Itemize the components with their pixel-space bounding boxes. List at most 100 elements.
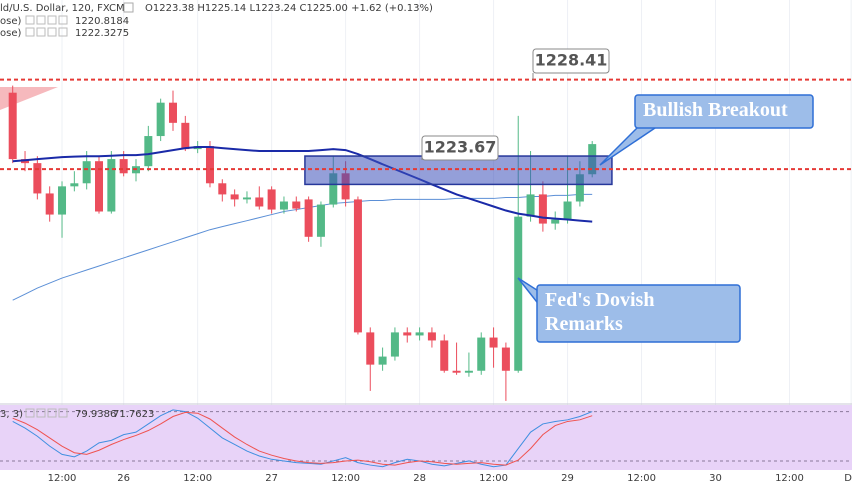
icon xyxy=(25,408,35,418)
icon xyxy=(36,27,46,37)
x-tick-label: 12:00 xyxy=(627,473,656,484)
annotations: 1228.41 1223.67 Bullish Breakout Fed's Dovi… xyxy=(0,48,852,343)
callout-text: Remarks xyxy=(545,313,623,335)
candle-body xyxy=(514,216,523,371)
icon xyxy=(47,15,57,25)
candle-body xyxy=(181,122,190,150)
candle-body xyxy=(477,337,486,371)
candle-body xyxy=(501,347,510,371)
candle-body xyxy=(341,173,350,200)
icon xyxy=(36,408,46,418)
candle-body xyxy=(353,199,362,333)
candle-body xyxy=(82,161,91,184)
candle-body xyxy=(255,197,264,207)
x-tick-label: 12:00 xyxy=(331,473,360,484)
candle-body xyxy=(415,332,424,336)
icon xyxy=(58,15,68,25)
moving-average xyxy=(12,193,593,301)
candle-body xyxy=(107,159,116,212)
candle-body xyxy=(144,136,153,167)
price-label: 1223.67 xyxy=(424,138,497,157)
legend: ld/U.S. Dollar, 120, FXCM O1223.38 H1225… xyxy=(0,2,433,420)
stoch-lines xyxy=(12,409,593,468)
ma-value: 1220.8184 xyxy=(75,16,129,27)
ma-value: 1222.3275 xyxy=(75,28,129,39)
icon xyxy=(58,27,68,37)
candle-body xyxy=(218,183,227,195)
candle-body xyxy=(316,204,325,237)
label-box xyxy=(421,135,499,161)
candle-body xyxy=(119,159,128,174)
stoch-line xyxy=(12,409,593,468)
candle-body xyxy=(366,332,375,365)
candle-body xyxy=(563,201,572,220)
candle-body xyxy=(230,194,239,200)
stoch-line xyxy=(12,411,593,466)
candle-body xyxy=(95,161,104,212)
x-tick-label: 12:00 xyxy=(183,473,212,484)
candle-body xyxy=(70,183,79,187)
ma-name: ose) xyxy=(0,28,21,39)
icon xyxy=(58,408,68,418)
callout-pointer xyxy=(599,124,657,166)
candle-body xyxy=(452,370,461,373)
candle-body xyxy=(489,337,498,348)
icon xyxy=(25,27,35,37)
x-tick-label: 29 xyxy=(561,473,574,484)
candle-body xyxy=(156,102,165,137)
label-box xyxy=(532,48,610,74)
x-tick-label: 26 xyxy=(117,473,130,484)
candle-body xyxy=(538,194,547,224)
callout xyxy=(634,94,814,129)
stoch-name: 3, 3) xyxy=(0,409,23,420)
callout-text: Bullish Breakout xyxy=(643,99,788,121)
icon xyxy=(36,15,46,25)
ma-name: ose) xyxy=(0,16,21,27)
candle-body xyxy=(242,197,251,200)
candle-body xyxy=(403,332,412,336)
candle-body xyxy=(168,102,177,123)
candle-body xyxy=(33,163,42,194)
x-tick-label: 30 xyxy=(709,473,722,484)
callout-text: Fed's Dovish xyxy=(545,289,654,311)
candle-body xyxy=(427,332,436,341)
icon xyxy=(123,2,134,13)
icon xyxy=(25,15,35,25)
stoch-value: 71.7623 xyxy=(113,409,154,420)
candle-body xyxy=(58,186,67,215)
candle-body xyxy=(329,173,338,205)
candle-body xyxy=(267,189,276,210)
x-tick-label: 28 xyxy=(413,473,426,484)
price-label: 1228.41 xyxy=(535,51,608,70)
stochastic-pane xyxy=(0,403,852,470)
x-tick-label: 12:00 xyxy=(479,473,508,484)
candle-body xyxy=(292,201,301,209)
candle-body xyxy=(464,370,473,373)
grid: 12:00 26 12:00 27 12:00 28 12:00 29 12:00 30 12:00… xyxy=(48,0,852,484)
symbol: ld/U.S. Dollar, 120, FXCM xyxy=(0,3,125,14)
icon xyxy=(47,27,57,37)
candle-body xyxy=(8,92,17,160)
candle-body xyxy=(279,201,288,210)
ohlc: O1223.38 H1225.14 L1223.24 C1225.00 +1.6… xyxy=(145,3,433,14)
candle-body xyxy=(575,174,584,202)
candle-body xyxy=(551,219,560,224)
callout xyxy=(536,284,741,343)
candle-body xyxy=(440,340,449,371)
candle-body xyxy=(390,332,399,357)
candle-body xyxy=(378,356,387,365)
pane-background xyxy=(0,405,852,470)
icon xyxy=(47,408,57,418)
moving-average xyxy=(12,146,593,223)
candle-body xyxy=(45,193,54,215)
price-pane xyxy=(8,85,597,401)
x-tick-label: 12:00 xyxy=(48,473,77,484)
candle-body xyxy=(526,194,535,217)
candle-body xyxy=(304,199,313,237)
stoch-value: 79.9386 xyxy=(75,409,116,420)
x-tick-label: 27 xyxy=(265,473,278,484)
x-tick-label: 12:00 xyxy=(775,473,804,484)
zone xyxy=(304,155,613,186)
x-tick-label: De xyxy=(844,473,852,484)
